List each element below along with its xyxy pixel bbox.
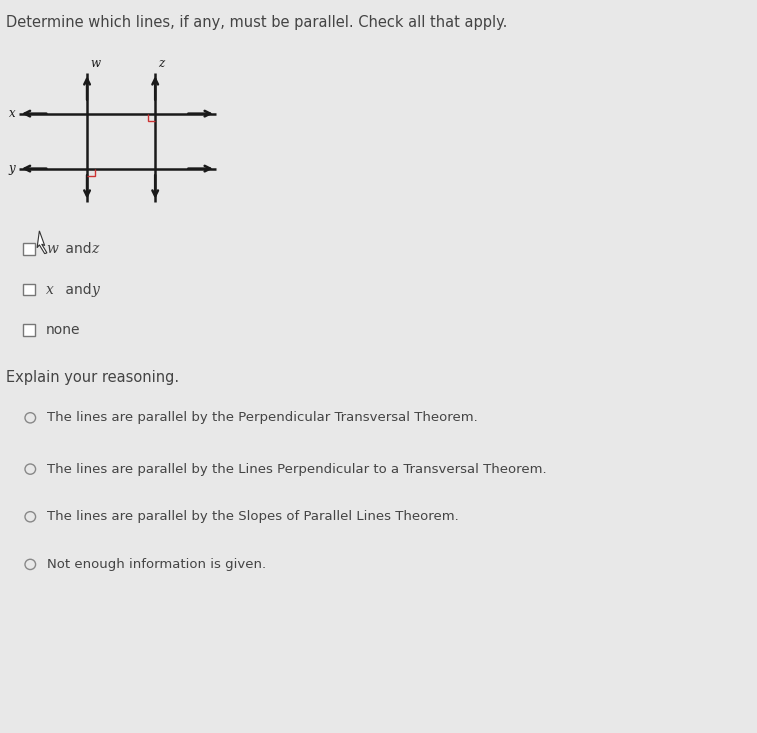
Text: w: w: [46, 242, 58, 257]
Text: none: none: [46, 323, 81, 337]
Text: z: z: [92, 242, 99, 257]
Bar: [23, 284, 35, 295]
Text: Determine which lines, if any, must be parallel. Check all that apply.: Determine which lines, if any, must be p…: [6, 15, 507, 29]
Text: The lines are parallel by the Perpendicular Transversal Theorem.: The lines are parallel by the Perpendicu…: [47, 411, 478, 424]
Text: z: z: [158, 56, 164, 70]
Text: y: y: [92, 282, 99, 297]
Bar: [23, 243, 35, 255]
Text: w: w: [90, 56, 100, 70]
Text: Not enough information is given.: Not enough information is given.: [47, 558, 266, 571]
Bar: [23, 324, 35, 336]
Text: y: y: [8, 162, 15, 175]
Text: The lines are parallel by the Lines Perpendicular to a Transversal Theorem.: The lines are parallel by the Lines Perp…: [47, 463, 547, 476]
Text: and: and: [61, 242, 96, 257]
Text: x: x: [46, 282, 54, 297]
Text: x: x: [8, 107, 15, 120]
Text: and: and: [61, 282, 96, 297]
Text: Explain your reasoning.: Explain your reasoning.: [6, 370, 179, 385]
Polygon shape: [37, 231, 47, 254]
Text: The lines are parallel by the Slopes of Parallel Lines Theorem.: The lines are parallel by the Slopes of …: [47, 510, 459, 523]
